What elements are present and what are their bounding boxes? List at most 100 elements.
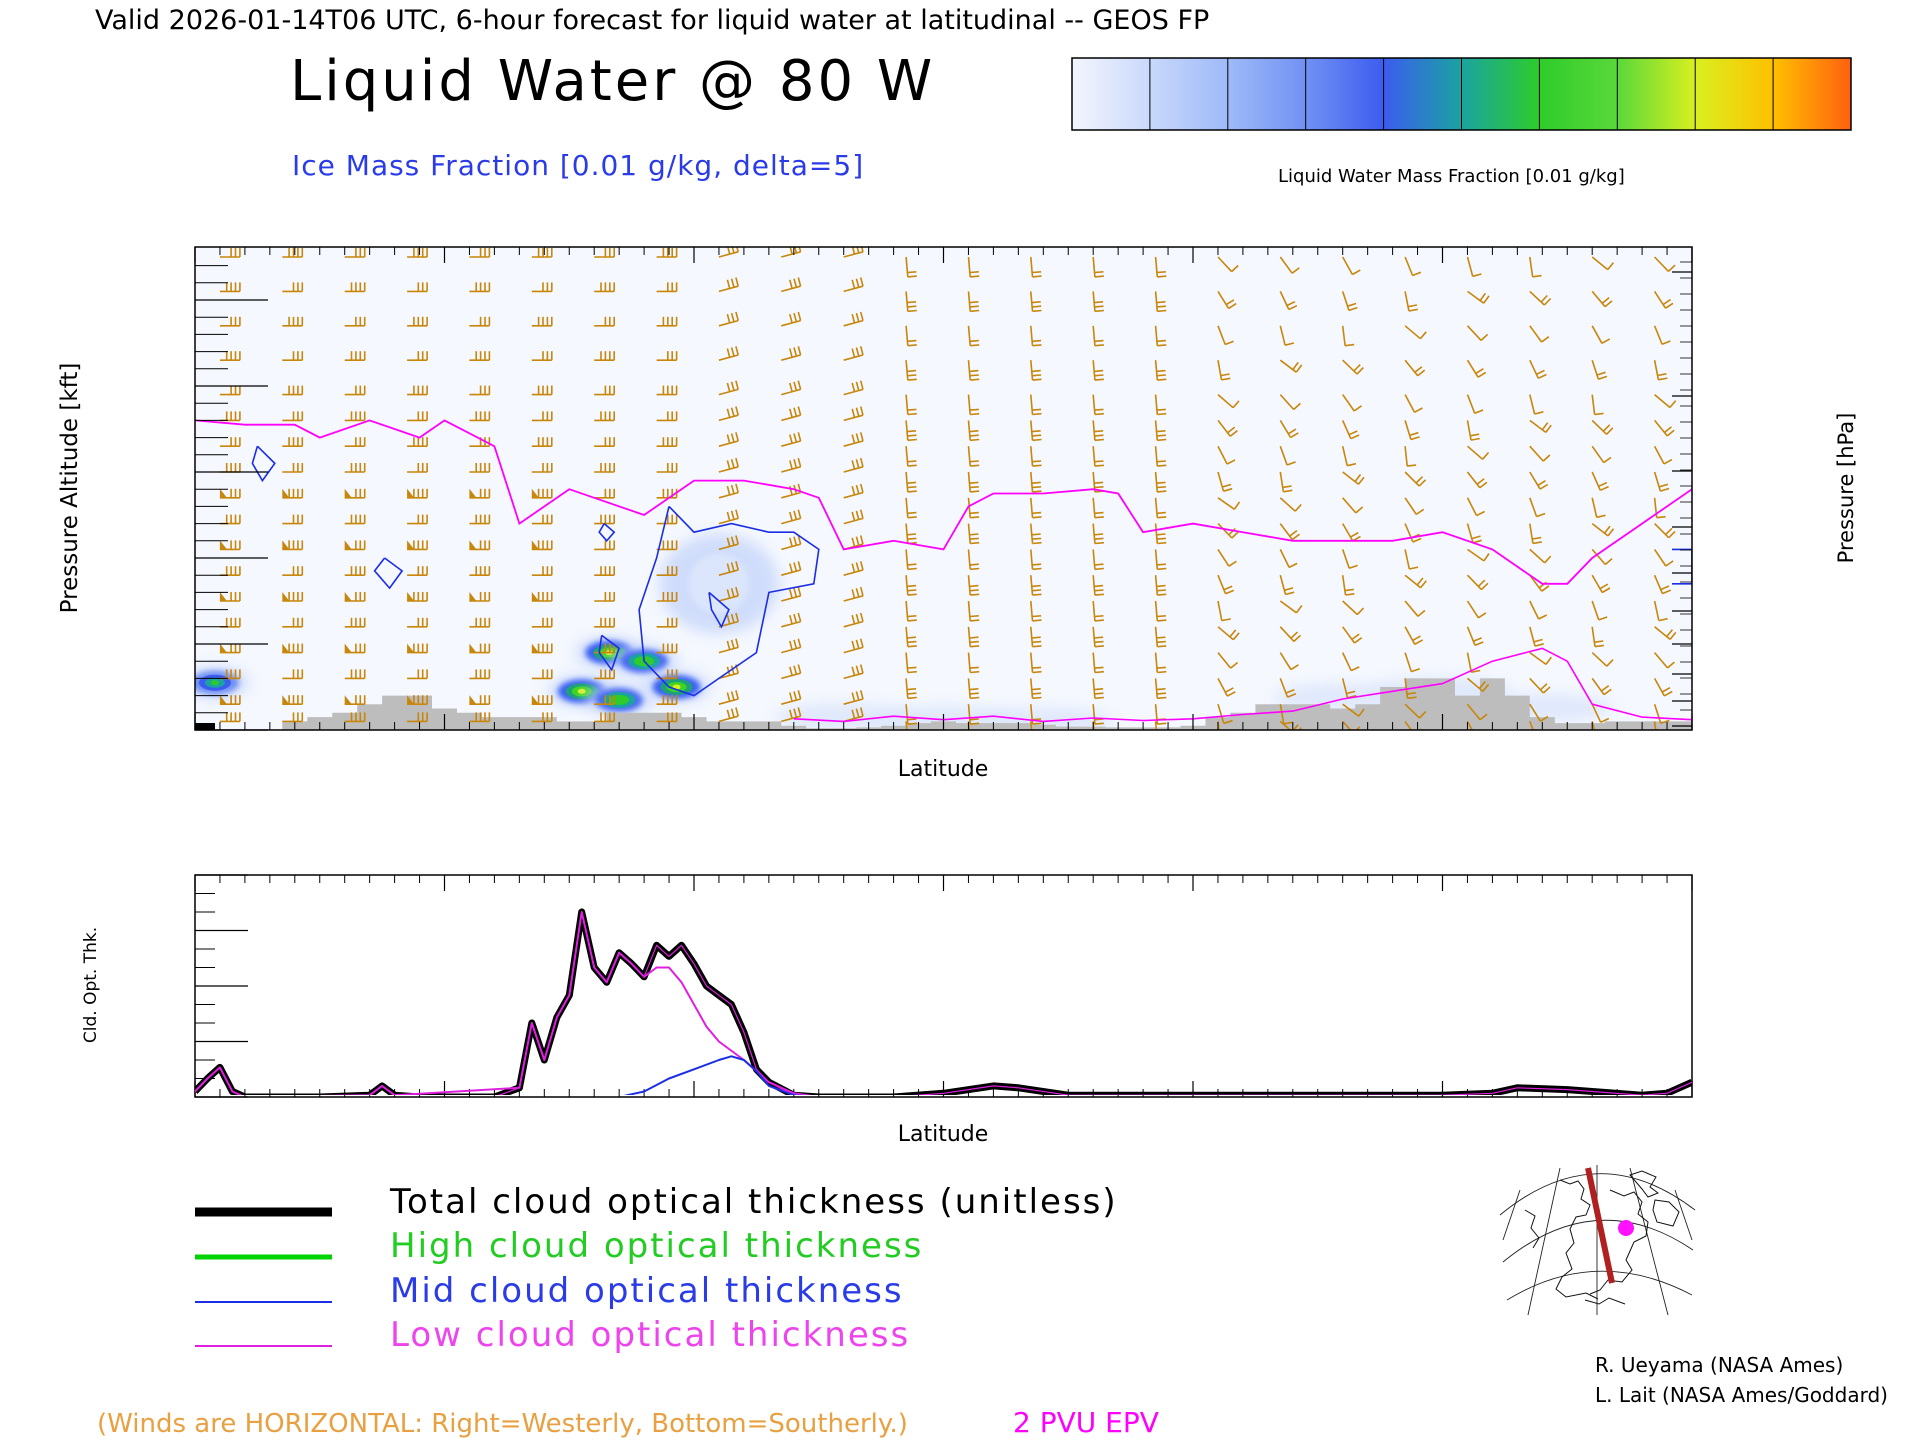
wind-barb-feather <box>855 665 860 675</box>
wind-barb-feather <box>907 408 917 411</box>
wind-barb-staff <box>1030 652 1034 673</box>
wind-barb-feather <box>1347 302 1357 307</box>
wind-barb-feather <box>969 430 979 433</box>
wind-barb <box>407 437 428 448</box>
wind-barb-staff <box>1466 394 1476 414</box>
wind-barb <box>656 643 678 654</box>
wind-barb <box>905 291 917 313</box>
wind-barb-staff <box>781 285 801 293</box>
wind-barb-staff <box>1529 445 1544 462</box>
wind-barb <box>282 282 304 293</box>
wind-barb-feather <box>1094 412 1104 416</box>
wind-barb <box>1653 360 1668 381</box>
wind-barb-feather <box>1094 430 1104 433</box>
wind-barb-staff <box>1030 291 1034 312</box>
wind-barb <box>531 248 553 258</box>
wind-barb-feather <box>859 311 864 321</box>
wind-barb-staff <box>1279 445 1288 466</box>
wind-barb-feather <box>1032 537 1042 540</box>
wind-barb-pennant <box>344 643 352 653</box>
wind-barb <box>219 617 241 628</box>
wind-barb <box>781 612 802 628</box>
wind-barb-feather <box>1409 431 1419 437</box>
wind-barb-feather <box>1032 271 1042 274</box>
wind-barb <box>282 463 304 473</box>
wind-barb <box>1591 471 1609 492</box>
wind-barb <box>469 488 491 499</box>
wind-barb <box>469 669 491 680</box>
wind-barb-feather <box>1156 511 1166 515</box>
wind-barb-feather <box>1094 301 1104 304</box>
wind-barb-feather <box>1156 305 1166 308</box>
wind-barb <box>469 643 491 654</box>
wind-barb-feather <box>1603 456 1612 464</box>
wind-barb-feather <box>1470 437 1480 441</box>
wind-barb-pennant <box>469 643 477 653</box>
wind-barb-feather <box>851 279 856 289</box>
wind-barb-feather <box>1156 537 1166 540</box>
wind-barb-feather <box>907 339 917 343</box>
wind-barb-staff <box>1653 419 1668 437</box>
wind-barb-feather <box>1224 687 1234 693</box>
wind-barb <box>407 566 428 577</box>
wind-barb-feather <box>789 434 793 444</box>
wind-barb-staff <box>1279 549 1290 568</box>
wind-barb <box>469 695 491 706</box>
wind-barb-pennant <box>407 695 415 705</box>
wind-barb-feather <box>1032 490 1042 493</box>
wind-barb <box>531 463 553 473</box>
wind-barb-staff <box>1279 256 1293 274</box>
wind-barb-staff <box>1342 626 1356 644</box>
wind-barb <box>967 446 980 467</box>
wind-barb-staff <box>1342 703 1360 717</box>
wind-barb-feather <box>970 732 979 733</box>
wind-barb-feather <box>855 312 860 323</box>
wind-barb-staff <box>718 698 739 705</box>
wind-barb-staff <box>843 388 864 396</box>
wind-barb-staff <box>1466 600 1480 619</box>
wind-barb-staff <box>1092 497 1096 518</box>
wind-barb <box>1154 721 1158 730</box>
wind-barb <box>1404 703 1427 719</box>
wind-barb <box>967 497 980 519</box>
wind-barb <box>282 488 304 499</box>
wind-barb-staff <box>1030 523 1034 544</box>
wind-barb <box>656 540 678 551</box>
wind-barb-feather <box>970 516 980 519</box>
wind-barb-feather <box>855 459 860 469</box>
wind-barb-feather <box>1156 460 1166 463</box>
wind-barb <box>1279 720 1302 730</box>
wind-barb-staff <box>905 704 909 725</box>
wind-barb-staff <box>1466 523 1474 544</box>
wind-barb-staff <box>1342 359 1358 375</box>
wind-barb-feather <box>855 613 860 624</box>
wind-barb <box>1342 720 1363 730</box>
credit-line-1: R. Ueyama (NASA Ames) <box>1595 1353 1843 1377</box>
wind-barb-feather <box>1032 696 1042 700</box>
wind-barb-feather <box>1094 688 1104 691</box>
wind-barb <box>344 643 366 654</box>
wind-barb-feather <box>851 485 856 496</box>
wind-barb-feather <box>1156 584 1166 588</box>
wind-barb-feather <box>1472 637 1483 643</box>
wind-barb-pennant <box>469 592 477 601</box>
wind-barb-feather <box>789 614 793 625</box>
wind-barb <box>1154 446 1167 467</box>
wind-barb-staff <box>1154 678 1159 699</box>
legend-label-total: Total cloud optical thickness (unitless) <box>389 1182 1118 1222</box>
wind-barb-feather <box>1032 692 1042 695</box>
wind-barb <box>1217 626 1240 641</box>
wind-barb-pennant <box>219 540 227 550</box>
wind-barb <box>1279 652 1299 671</box>
liquid-water-peak <box>577 688 586 694</box>
wind-barb-feather <box>851 348 856 358</box>
wind-barb-feather <box>1539 683 1548 691</box>
wind-barb-feather <box>1354 474 1362 483</box>
wind-barb-feather <box>726 589 731 599</box>
wind-barb <box>781 707 802 723</box>
wind-barb-staff <box>905 652 909 673</box>
wind-barb <box>967 626 980 648</box>
wind-barb-feather <box>797 561 802 571</box>
wind-barb-feather <box>970 490 980 493</box>
wind-barb-staff <box>1217 626 1234 641</box>
